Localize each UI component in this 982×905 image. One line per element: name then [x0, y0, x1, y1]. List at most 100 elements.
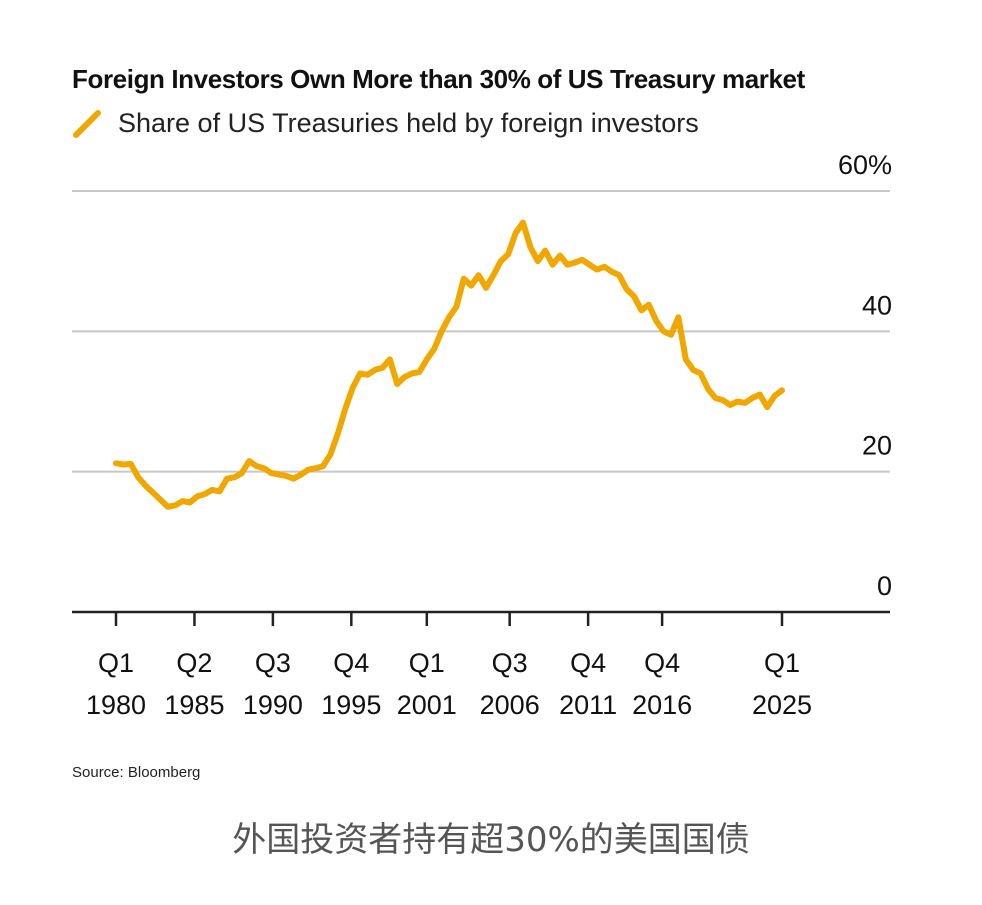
data-point — [646, 302, 652, 308]
y-axis-labels: 60% 40 20 0 — [838, 150, 892, 601]
gridlines — [72, 190, 890, 473]
data-point — [424, 356, 430, 362]
data-point — [143, 483, 149, 489]
data-point — [653, 318, 659, 324]
data-point — [328, 451, 334, 457]
data-point — [727, 402, 733, 408]
data-point — [690, 367, 696, 373]
data-point — [409, 370, 415, 376]
x-tick-quarter-label: Q3 — [492, 648, 528, 678]
data-point — [135, 474, 141, 480]
data-point — [113, 460, 119, 466]
data-point — [194, 493, 200, 499]
x-tick-year-label: 2001 — [397, 690, 457, 720]
legend-label: Share of US Treasuries held by foreign i… — [118, 107, 699, 138]
data-point — [594, 267, 600, 273]
image-caption: 外国投资者持有超30%的美国国债 — [232, 820, 750, 860]
data-point — [320, 463, 326, 469]
x-tick-year-label: 2011 — [559, 690, 617, 720]
data-point — [402, 374, 408, 380]
data-point — [180, 498, 186, 504]
data-point — [749, 395, 756, 401]
data-point — [350, 384, 356, 391]
data-point — [446, 314, 452, 320]
data-point — [217, 488, 223, 494]
data-point — [720, 397, 726, 403]
data-point — [268, 470, 274, 476]
data-point — [187, 499, 193, 506]
data-point — [520, 220, 526, 226]
data-point — [638, 307, 645, 313]
data-point — [624, 286, 630, 292]
data-point — [120, 462, 126, 468]
data-point — [535, 258, 541, 264]
source-note: Source: Bloomberg — [72, 764, 201, 781]
x-tick-year-label: 1995 — [321, 690, 381, 720]
x-tick-quarter-label: Q1 — [98, 648, 134, 678]
data-point — [365, 372, 371, 378]
data-point — [461, 276, 467, 282]
data-point — [712, 395, 719, 401]
x-tick-quarter-label: Q1 — [764, 648, 800, 678]
data-point — [305, 467, 311, 473]
x-tick-quarter-label: Q4 — [570, 648, 606, 678]
data-point — [239, 470, 245, 476]
data-point — [483, 285, 489, 291]
x-tick-quarter-label: Q1 — [409, 648, 445, 678]
y-tick-label: 60% — [838, 150, 892, 180]
data-point — [779, 387, 785, 393]
series-line-foreign-share — [113, 219, 785, 510]
data-point — [165, 504, 171, 510]
data-point — [564, 262, 571, 268]
data-point — [661, 328, 667, 334]
data-point — [683, 356, 689, 362]
data-point — [202, 491, 208, 497]
x-tick-year-label: 2016 — [632, 690, 692, 720]
data-point — [631, 293, 637, 299]
data-point — [128, 461, 134, 467]
data-point — [764, 404, 770, 410]
data-point — [246, 458, 252, 464]
data-point — [431, 346, 437, 352]
data-point — [527, 244, 534, 250]
data-point — [490, 272, 496, 278]
data-point — [276, 471, 282, 478]
data-point — [601, 264, 608, 270]
data-point — [342, 405, 348, 412]
data-point — [735, 398, 741, 405]
data-point — [498, 258, 504, 264]
x-tick-quarter-label: Q4 — [644, 648, 680, 678]
data-point — [335, 430, 341, 436]
data-point — [572, 260, 578, 266]
y-tick-label: 20 — [862, 431, 892, 461]
data-point — [579, 257, 585, 263]
data-point — [298, 471, 304, 478]
data-point — [357, 370, 363, 376]
data-point — [231, 474, 237, 480]
x-axis-labels: Q1 1980 Q2 1985 Q3 1990 Q4 1995 Q1 2001 Q3 2006 Q4 20… — [86, 648, 812, 720]
data-point — [254, 463, 260, 469]
data-point — [224, 476, 230, 482]
data-point — [372, 367, 378, 373]
data-point — [313, 465, 319, 471]
data-point — [757, 391, 763, 398]
data-point — [505, 251, 511, 257]
legend: Share of US Treasuries held by foreign i… — [72, 106, 699, 140]
x-axis — [72, 610, 890, 626]
data-point — [394, 381, 400, 387]
y-tick-label: 40 — [862, 290, 892, 320]
data-point — [209, 487, 215, 493]
chart-title: Foreign Investors Own More than 30% of U… — [72, 64, 805, 94]
data-point — [542, 248, 548, 254]
data-point — [379, 365, 385, 371]
series-layer — [113, 219, 785, 510]
x-tick-year-label: 2006 — [480, 690, 540, 720]
data-point — [150, 490, 156, 496]
data-point — [675, 314, 682, 320]
data-point — [476, 272, 482, 278]
x-tick-year-label: 2025 — [752, 690, 812, 720]
data-point — [616, 272, 622, 278]
data-point — [513, 230, 519, 236]
x-tick-year-label: 1980 — [86, 690, 146, 720]
